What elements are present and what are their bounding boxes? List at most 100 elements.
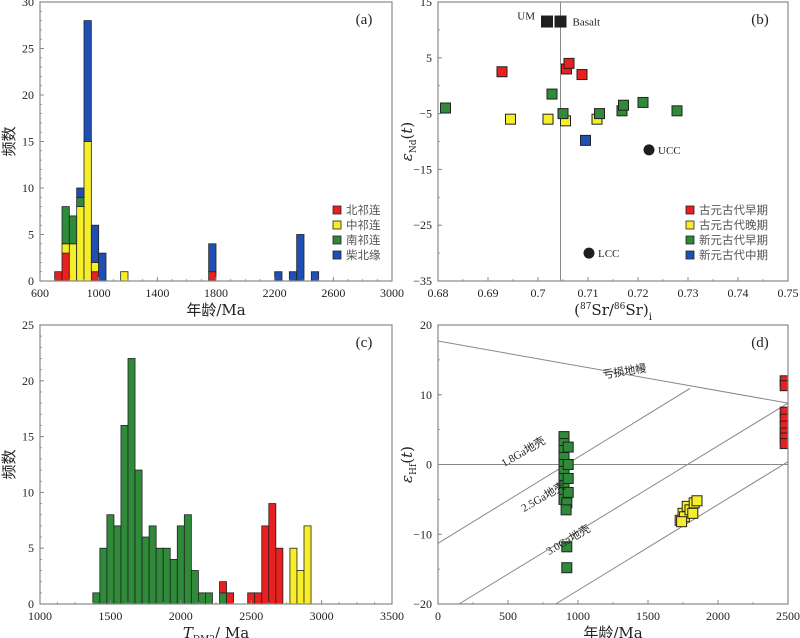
bar-yellow xyxy=(296,570,305,605)
legend-swatch-red xyxy=(685,205,695,215)
point-red xyxy=(779,438,788,450)
x-tick-label: 2500 xyxy=(239,609,263,623)
bar-green xyxy=(190,570,199,605)
y-tick-label: 10 xyxy=(420,388,432,402)
y-axis-label: 频数 xyxy=(0,449,18,479)
x-tick-label: 0.68 xyxy=(428,286,449,300)
evolution-line xyxy=(438,340,788,404)
y-tick-label: 15 xyxy=(420,0,432,9)
legend-label: 北祁连 xyxy=(346,203,381,217)
point-green xyxy=(637,96,649,108)
plot-frame xyxy=(437,324,789,605)
panel-label: (b) xyxy=(751,12,769,28)
bar-green xyxy=(92,592,101,605)
point-green xyxy=(440,102,451,114)
x-tick-label: 1800 xyxy=(204,286,228,300)
y-tick-label: 30 xyxy=(22,0,34,9)
legend-label: 南祁连 xyxy=(346,233,381,247)
point-blue xyxy=(580,134,591,146)
legend-swatch-blue xyxy=(685,250,695,260)
y-tick-label: −10 xyxy=(413,527,432,541)
y-tick-label: 20 xyxy=(22,88,34,102)
x-axis-label: 年龄/Ma xyxy=(186,301,245,319)
point-green xyxy=(562,459,574,470)
line-label: 亏损地幔 xyxy=(602,361,648,382)
point-green xyxy=(560,504,572,516)
y-tick-label: −15 xyxy=(413,162,432,176)
x-tick-label: 0.69 xyxy=(478,286,499,300)
plot-frame xyxy=(39,324,393,605)
y-axis-label: εHf(t) xyxy=(398,446,419,483)
legend-swatch-red xyxy=(332,205,342,215)
bar-green xyxy=(61,206,70,245)
y-axis-label: εNd(t) xyxy=(398,122,419,161)
legend-swatch-green xyxy=(332,235,342,245)
panel-label: (a) xyxy=(356,12,373,28)
x-tick-label: 0.74 xyxy=(728,286,749,300)
x-tick-label: 0.7 xyxy=(531,286,546,300)
bar-blue xyxy=(90,224,100,263)
x-tick-label: 600 xyxy=(31,286,49,300)
point-green xyxy=(618,99,629,111)
x-tick-label: 0 xyxy=(435,609,441,623)
bar-blue xyxy=(274,271,283,282)
legend-swatch-yellow xyxy=(332,220,342,230)
point-yellow xyxy=(687,507,699,519)
bar-green xyxy=(219,592,227,605)
x-tick-label: 1000 xyxy=(566,609,590,623)
bar-yellow xyxy=(90,261,100,273)
point-yellow xyxy=(505,113,516,125)
bar-green xyxy=(205,592,213,605)
bar-green xyxy=(76,196,85,208)
bar-green xyxy=(162,547,171,605)
x-tick-label: 1000 xyxy=(87,286,111,300)
y-axis-label: 频数 xyxy=(0,126,18,156)
x-tick-label: 1500 xyxy=(636,609,660,623)
y-tick-label: −25 xyxy=(413,218,432,232)
panel-label: (d) xyxy=(751,335,769,351)
x-tick-label: 1500 xyxy=(98,609,122,623)
x-axis-label: (87Sr/86Sr)i xyxy=(574,301,652,323)
reference-label: UCC xyxy=(658,145,681,157)
bar-red xyxy=(54,271,63,282)
point-yellow xyxy=(691,495,703,507)
bar-green xyxy=(134,469,143,605)
reference-circle xyxy=(643,144,655,156)
legend-label: 新元古代中期 xyxy=(699,248,768,262)
point-green xyxy=(546,88,558,100)
y-tick-label: 15 xyxy=(22,430,34,444)
bar-blue xyxy=(76,187,85,198)
point-yellow xyxy=(676,516,688,528)
y-tick-label: 5 xyxy=(28,228,34,242)
y-tick-label: 0 xyxy=(426,458,432,472)
bar-red xyxy=(90,271,100,282)
x-tick-label: 0.75 xyxy=(778,286,799,300)
evolution-line xyxy=(555,461,788,604)
bar-yellow xyxy=(303,525,312,605)
bar-green xyxy=(113,525,122,605)
bar-green xyxy=(176,525,185,605)
bar-red xyxy=(226,592,234,605)
bar-blue xyxy=(83,20,92,142)
plot-area xyxy=(440,2,683,281)
bar-green xyxy=(68,215,78,245)
legend-swatch-blue xyxy=(332,250,342,260)
y-tick-label: −20 xyxy=(413,597,432,611)
point-green xyxy=(562,472,574,484)
x-tick-label: 2000 xyxy=(169,609,193,623)
bar-blue xyxy=(296,234,305,282)
y-tick-label: 5 xyxy=(426,51,432,65)
y-tick-label: 15 xyxy=(22,135,34,149)
x-tick-label: 1000 xyxy=(28,609,52,623)
bar-red xyxy=(275,547,284,605)
y-tick-label: 10 xyxy=(22,181,34,195)
reference-label: Basalt xyxy=(573,17,601,29)
legend-label: 古元古代晚期 xyxy=(699,218,768,232)
y-tick-label: 25 xyxy=(22,42,34,56)
bar-red xyxy=(219,581,227,594)
legend-swatch-green xyxy=(685,235,695,245)
bar-yellow xyxy=(83,141,92,282)
bar-red xyxy=(268,503,277,605)
bar-yellow xyxy=(289,547,298,605)
